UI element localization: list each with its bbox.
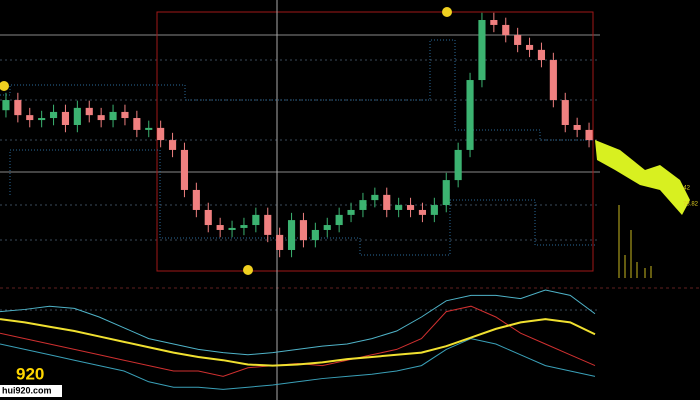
candle-body — [514, 35, 522, 45]
candle-body — [276, 234, 284, 250]
logo: 920 hui920.com — [0, 364, 62, 397]
candle-body — [216, 225, 224, 230]
candle-body — [311, 229, 319, 241]
candle-body — [287, 220, 296, 250]
candle-body — [157, 127, 165, 141]
indicator-line — [0, 318, 596, 367]
candle-body — [61, 111, 70, 125]
candle-body — [14, 100, 22, 116]
candle-body — [133, 118, 141, 130]
forecast-ribbon — [595, 140, 690, 215]
channel-upper — [0, 39, 595, 141]
candle-body — [359, 200, 367, 210]
candle-body — [549, 60, 557, 101]
logo-strip — [0, 385, 62, 397]
indicator-line — [0, 305, 596, 377]
candle-body — [525, 44, 534, 50]
candle-body — [97, 115, 105, 121]
logo-number: 920 — [16, 364, 44, 383]
price-label: 42 — [683, 186, 690, 192]
candle-body — [192, 189, 200, 210]
channel-lower — [9, 149, 595, 256]
price-label: 78.82 — [683, 202, 699, 208]
indicator-line — [0, 289, 596, 356]
candle-body — [478, 20, 486, 81]
signal-arrows — [0, 7, 452, 275]
candle-body — [2, 100, 10, 111]
candle-body — [38, 118, 46, 121]
candle-body — [454, 149, 462, 181]
candle-body — [180, 149, 189, 190]
candle-body — [573, 124, 581, 130]
logo-box — [0, 365, 62, 385]
solid-levels — [0, 34, 600, 173]
candle-body — [323, 225, 331, 230]
indicator-line — [0, 338, 596, 390]
candle-body — [585, 129, 593, 141]
candle-body — [430, 205, 438, 215]
candle-body — [109, 111, 117, 121]
candle-body — [85, 107, 93, 116]
volume-bars — [618, 205, 652, 278]
candle-body — [299, 220, 308, 241]
logo-site: hui920.com — [2, 385, 52, 395]
candle-body — [383, 194, 391, 210]
candle-body — [264, 214, 272, 235]
candle-body — [204, 209, 212, 226]
data-layer — [0, 12, 596, 390]
candle-body — [395, 205, 403, 210]
candle-body — [347, 209, 355, 215]
candle-body — [335, 214, 343, 226]
candle-body — [502, 24, 510, 36]
candle-body — [371, 194, 379, 201]
candle-body — [240, 225, 248, 228]
candle-body — [49, 111, 58, 119]
candle-body — [490, 20, 498, 25]
candle-body — [145, 127, 153, 130]
candle-body — [442, 180, 450, 206]
candle-body — [537, 49, 546, 61]
candle-body — [73, 107, 81, 125]
candle-body — [168, 140, 177, 150]
candle-body — [406, 205, 415, 210]
candle-body — [466, 80, 474, 150]
candle-body — [418, 209, 427, 215]
candle-body — [252, 214, 260, 226]
range-box — [156, 11, 594, 272]
candle-body — [561, 100, 569, 125]
candle-body — [228, 227, 236, 230]
candle-body — [121, 111, 129, 119]
candle-body — [26, 115, 34, 121]
